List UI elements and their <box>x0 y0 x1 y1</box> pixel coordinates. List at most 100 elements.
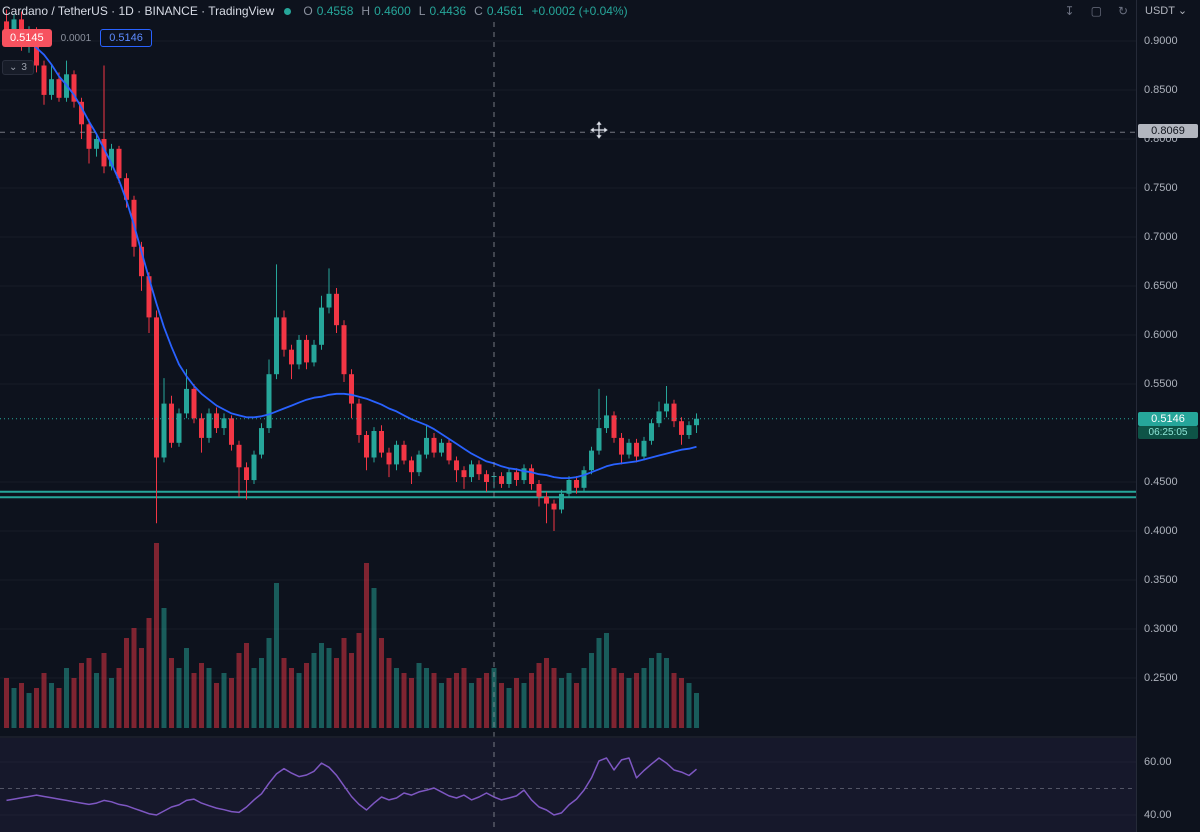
candle-body <box>499 476 504 484</box>
low-label: L <box>418 4 426 18</box>
volume-bar <box>446 678 452 728</box>
sell-button[interactable]: 0.5145 <box>2 29 52 47</box>
candle-body <box>679 421 684 435</box>
close-value: 0.4561 <box>486 4 524 18</box>
candle-body <box>296 339 302 365</box>
volume-bar <box>154 543 159 728</box>
candle-body <box>266 374 272 429</box>
legend-collapse-toggle[interactable]: ⌄ 3 <box>2 60 34 75</box>
volume-bar <box>484 673 489 728</box>
rsi-line[interactable] <box>6 757 697 816</box>
volume-bar <box>439 683 444 728</box>
price-axis-label: 0.6500 <box>1144 280 1178 292</box>
candle-body <box>11 19 17 36</box>
volume-bar <box>664 658 669 728</box>
volume-bar <box>589 653 594 728</box>
candle-body <box>641 440 647 457</box>
price-axis[interactable]: USDT ⌄ 0.9000 0.8500 0.8000 0.7500 0.7000 0.6… <box>1136 0 1200 832</box>
volume-bar <box>319 643 324 728</box>
price-axis-label: 0.9000 <box>1144 35 1178 47</box>
candle-body <box>559 493 564 510</box>
legend-count: 3 <box>21 62 27 73</box>
candle-body <box>79 101 84 125</box>
refresh-icon[interactable]: ↻ <box>1117 4 1128 18</box>
volume-bar <box>169 658 174 728</box>
candle-body <box>146 276 152 318</box>
volume-bar <box>364 563 369 728</box>
volume-bar <box>41 673 47 728</box>
axis-currency-toggle[interactable]: USDT ⌄ <box>1145 5 1188 17</box>
candle-body <box>506 472 512 484</box>
change-value: +0.0002 (+0.04%) <box>531 4 628 18</box>
volume-bar <box>259 658 264 728</box>
volume-bar <box>34 688 39 728</box>
candle-body <box>86 124 92 149</box>
volume-bar <box>394 668 399 728</box>
candle-body <box>319 307 324 345</box>
candle-body <box>109 148 114 167</box>
candle-body <box>656 411 662 424</box>
volume-bar <box>146 618 152 728</box>
symbol-title[interactable]: Cardano / TetherUS · 1D · BINANCE · Trad… <box>2 4 275 18</box>
caret-down-icon: ⌄ <box>1177 5 1188 17</box>
volume-bar <box>349 653 354 728</box>
volume-bar <box>229 678 234 728</box>
volume-bar <box>56 688 62 728</box>
volume-bar <box>266 638 272 728</box>
candle-body <box>244 467 249 480</box>
price-axis-label: 0.2500 <box>1144 672 1178 684</box>
volume-bar <box>604 633 609 728</box>
volume-bar <box>116 668 122 728</box>
buy-button[interactable]: 0.5146 <box>100 29 152 47</box>
price-axis-label: 0.7500 <box>1144 182 1178 194</box>
candle-body <box>476 464 482 475</box>
ema-line[interactable] <box>21 35 697 480</box>
candle-body <box>176 413 182 443</box>
volume-bar <box>656 653 662 728</box>
candle-body <box>439 442 444 453</box>
maximize-icon[interactable]: ▢ <box>1090 4 1102 18</box>
volume-bar <box>356 633 362 728</box>
volume-bar <box>296 673 302 728</box>
candle-body <box>416 454 422 473</box>
candle-body <box>214 413 219 429</box>
volume-bar <box>536 663 542 728</box>
candle-body <box>349 374 354 404</box>
price-axis-label: 0.7000 <box>1144 231 1178 243</box>
download-icon[interactable]: ↧ <box>1064 4 1075 18</box>
volume-bar <box>79 663 84 728</box>
volume-bar <box>139 648 144 728</box>
rsi-axis-label: 60.00 <box>1144 756 1172 768</box>
candle-body <box>461 470 467 478</box>
candle-body <box>161 403 167 458</box>
rsi-axis-label: 40.00 <box>1144 809 1172 821</box>
chart-header: Cardano / TetherUS · 1D · BINANCE · Trad… <box>0 0 1136 22</box>
volume-bar <box>71 678 77 728</box>
volume-bar <box>401 673 407 728</box>
ohlc-readout: O 0.4558 H 0.4600 L 0.4436 C 0.4561 <box>299 4 523 18</box>
candle-body <box>649 423 654 441</box>
candle-body <box>574 480 579 488</box>
volume-bar <box>311 653 317 728</box>
candle-body <box>56 79 62 98</box>
candle-body <box>281 317 287 350</box>
candle-body <box>371 431 377 458</box>
candle-body <box>251 454 257 481</box>
candle-body <box>596 428 602 451</box>
volume-bar <box>236 653 242 728</box>
volume-bar <box>341 638 347 728</box>
volume-bar <box>4 678 9 728</box>
candle-body <box>454 460 459 471</box>
volume-bar <box>304 663 309 728</box>
high-label: H <box>361 4 371 18</box>
candle-body <box>544 496 549 504</box>
candle-body <box>671 403 677 422</box>
price-axis-label: 0.3000 <box>1144 623 1178 635</box>
volume-bar <box>214 683 219 728</box>
candle-body <box>409 460 414 473</box>
volume-bar <box>101 653 107 728</box>
countdown-tag: 06:25:05 <box>1138 426 1198 439</box>
close-label: C <box>474 4 483 18</box>
candle-body <box>364 435 369 458</box>
